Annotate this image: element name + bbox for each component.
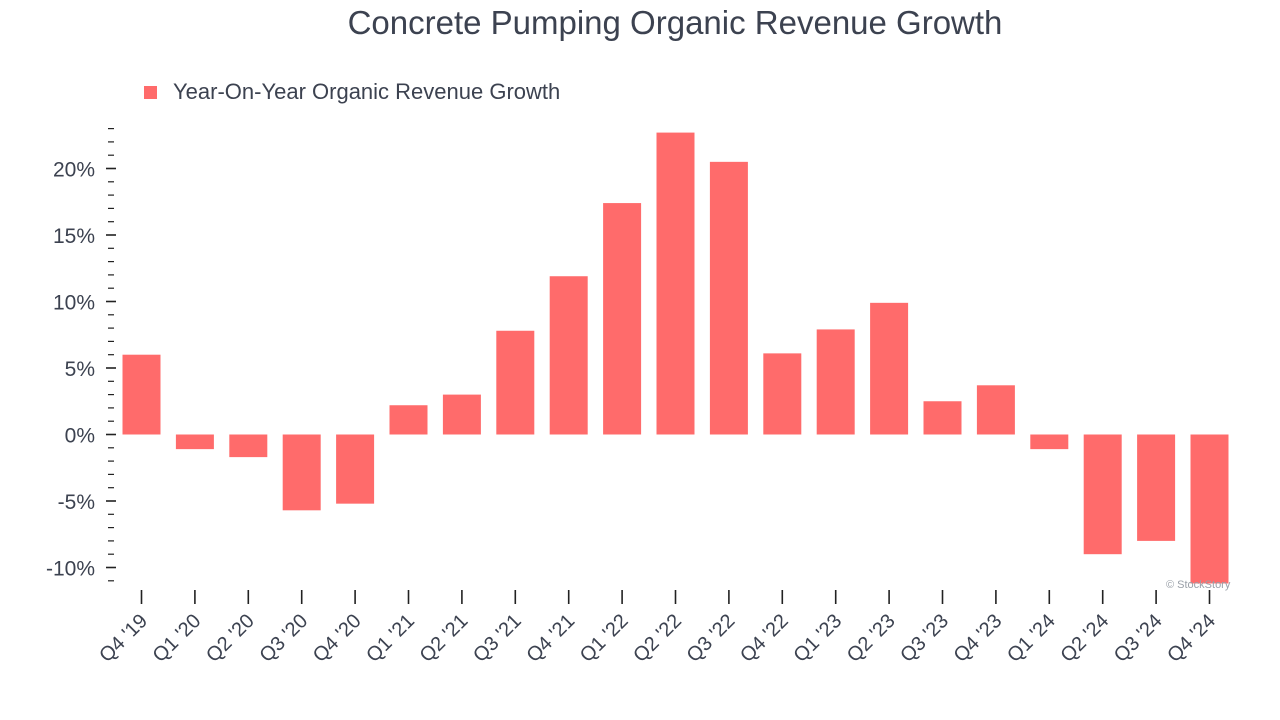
bar	[442, 394, 481, 435]
bar	[709, 161, 748, 435]
bar	[282, 434, 321, 511]
bar	[923, 401, 962, 435]
bars	[122, 132, 1229, 584]
x-tick-label: Q2 '20	[202, 610, 259, 667]
x-tick-label: Q2 '21	[416, 610, 473, 667]
chart-title: Concrete Pumping Organic Revenue Growth	[347, 4, 1003, 41]
bar	[816, 329, 855, 435]
bar	[976, 385, 1015, 435]
watermark: © StockStory	[1166, 579, 1231, 591]
bar	[870, 302, 909, 435]
y-tick-label: -10%	[46, 558, 95, 581]
x-tick-label: Q3 '21	[469, 610, 526, 667]
bar	[175, 434, 214, 450]
x-tick-label: Q2 '24	[1056, 610, 1113, 667]
x-tick-label: Q1 '21	[362, 610, 419, 667]
bar	[336, 434, 375, 504]
x-tick-label: Q4 '21	[522, 610, 579, 667]
legend: Year-On-Year Organic Revenue Growth	[144, 79, 560, 105]
y-tick-label: 10%	[53, 292, 95, 315]
bar	[1083, 434, 1122, 555]
x-tick-label: Q1 '23	[789, 610, 846, 667]
bar	[656, 132, 695, 435]
x-tick-label: Q1 '22	[576, 610, 633, 667]
bar	[1190, 434, 1229, 584]
bar	[763, 353, 802, 435]
y-tick-label: 5%	[65, 358, 95, 381]
legend-label: Year-On-Year Organic Revenue Growth	[173, 79, 561, 104]
y-axis: -10% -5% 0% 5% 10% 15% 20%	[46, 128, 116, 582]
x-tick-label: Q1 '24	[1003, 610, 1060, 667]
y-tick-label: 0%	[65, 425, 95, 448]
bar	[389, 405, 428, 435]
x-tick-label: Q2 '22	[629, 610, 686, 667]
x-tick-label: Q3 '22	[683, 610, 740, 667]
bar	[1137, 434, 1176, 541]
bar	[1030, 434, 1069, 450]
bar	[603, 203, 642, 435]
x-tick-label: Q4 '22	[736, 610, 793, 667]
x-tick-label: Q4 '24	[1163, 610, 1220, 667]
x-tick-label: Q3 '20	[255, 610, 312, 667]
x-tick-label: Q4 '19	[95, 610, 152, 667]
y-tick-label: 15%	[53, 225, 95, 248]
bar	[549, 276, 588, 435]
x-tick-label: Q3 '23	[896, 610, 953, 667]
x-tick-label: Q2 '23	[843, 610, 900, 667]
bar	[122, 354, 161, 435]
x-tick-label: Q4 '23	[950, 610, 1007, 667]
bar	[229, 434, 268, 458]
x-tick-label: Q4 '20	[309, 610, 366, 667]
y-tick-label: 20%	[53, 159, 95, 182]
bar	[496, 330, 535, 435]
x-tick-label: Q1 '20	[149, 610, 206, 667]
y-tick-label: -5%	[58, 491, 95, 514]
legend-swatch	[144, 85, 157, 99]
x-tick-label: Q3 '24	[1110, 610, 1167, 667]
